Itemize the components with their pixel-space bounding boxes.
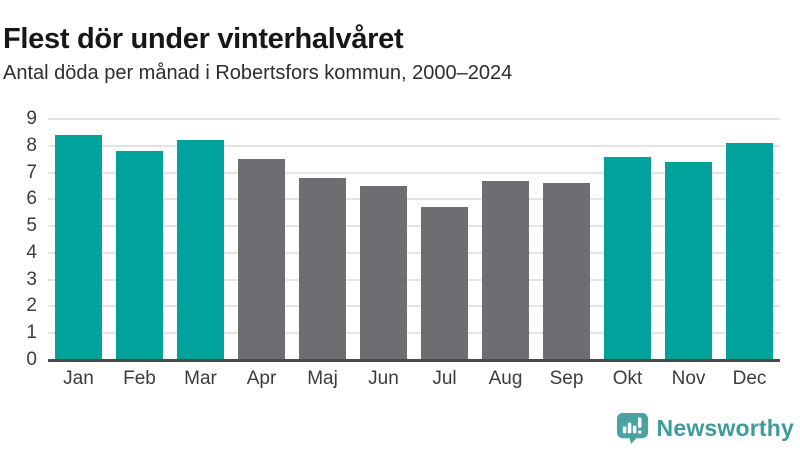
- x-axis-line: [48, 359, 780, 362]
- newsworthy-logo[interactable]: Newsworthy: [616, 412, 794, 445]
- gridline-1: [48, 332, 780, 335]
- bar-okt: [604, 156, 651, 360]
- x-tick-label-okt: Okt: [612, 368, 643, 389]
- y-tick-label-7: 7: [26, 161, 37, 183]
- y-tick-label-3: 3: [26, 268, 37, 290]
- gridline-3: [48, 278, 780, 281]
- y-axis-labels: 0 1 2 3 4 5 6 7 8 9: [0, 109, 37, 370]
- bar-jan: [55, 135, 102, 360]
- x-tick-label-mar: Mar: [184, 368, 217, 389]
- bar-feb: [116, 151, 163, 360]
- gridline-5: [48, 225, 780, 228]
- bar-jul: [421, 207, 468, 360]
- y-tick-label-5: 5: [26, 215, 37, 237]
- bar-jun: [360, 185, 407, 360]
- gridline-4: [48, 251, 780, 254]
- plot-area: [48, 118, 780, 362]
- x-tick-label-jul: Jul: [432, 368, 457, 389]
- y-tick-label-0: 0: [26, 349, 37, 370]
- x-tick-label-feb: Feb: [123, 368, 156, 389]
- bar-apr: [238, 159, 285, 360]
- bar-sep: [543, 183, 590, 360]
- x-tick-label-maj: Maj: [307, 368, 338, 389]
- gridline-2: [48, 305, 780, 308]
- bar-chart-speech-bubble-icon: [616, 412, 649, 445]
- brand-name: Newsworthy: [656, 415, 794, 441]
- bar-maj: [299, 177, 346, 360]
- gridline-9: [48, 118, 780, 120]
- chart-subtitle: Antal döda per månad i Robertsfors kommu…: [3, 62, 513, 84]
- y-tick-label-2: 2: [26, 295, 37, 317]
- bar-nov: [665, 161, 712, 360]
- y-tick-label-6: 6: [26, 188, 37, 210]
- y-tick-label-1: 1: [26, 322, 37, 344]
- x-tick-label-jun: Jun: [368, 368, 399, 389]
- x-tick-label-nov: Nov: [671, 368, 706, 389]
- x-tick-label-aug: Aug: [488, 368, 523, 389]
- y-tick-label-9: 9: [26, 108, 37, 129]
- bars: [48, 119, 780, 360]
- x-tick-label-apr: Apr: [246, 368, 277, 389]
- gridline-8: [48, 144, 780, 147]
- x-tick-label-sep: Sep: [549, 368, 584, 389]
- gridline-6: [48, 198, 780, 201]
- bar-dec: [726, 143, 773, 360]
- x-tick-label-jan: Jan: [63, 368, 94, 389]
- bar-aug: [482, 180, 529, 360]
- bar-mar: [177, 140, 224, 360]
- x-axis-labels: Jan Feb Mar Apr Maj Jun Jul Aug Sep Okt Nov Dec: [48, 368, 780, 390]
- x-tick-label-dec: Dec: [732, 368, 767, 389]
- y-tick-label-8: 8: [26, 134, 37, 156]
- y-tick-label-4: 4: [26, 241, 37, 263]
- gridline-7: [48, 171, 780, 174]
- page-title: Flest dör under vinterhalvåret: [3, 23, 404, 56]
